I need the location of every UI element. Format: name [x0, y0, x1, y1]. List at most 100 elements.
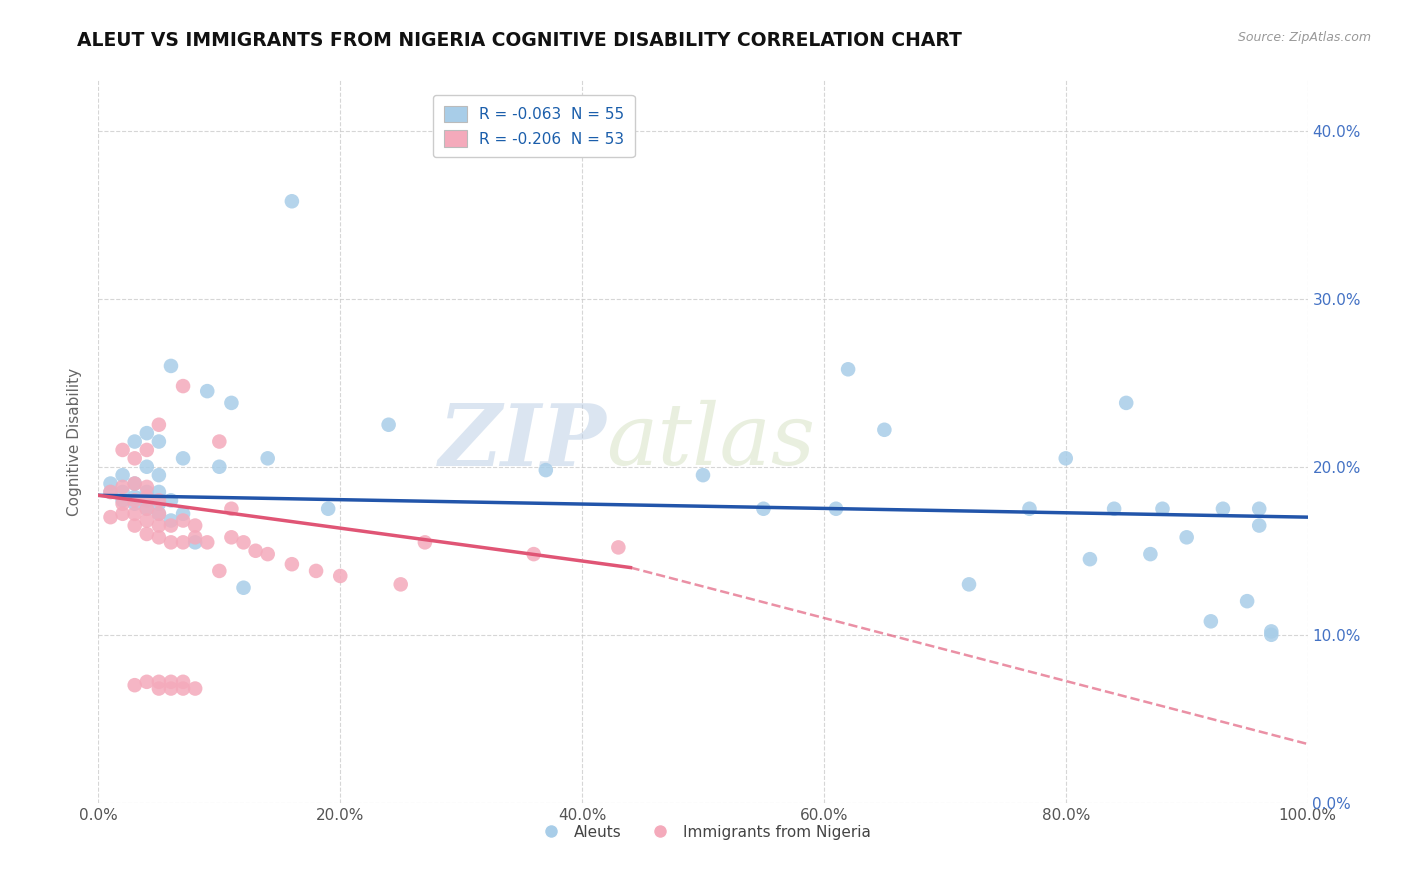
Point — [111, 497, 134, 511]
Point — [221, 530, 243, 544]
Point — [172, 514, 194, 528]
Point — [1249, 501, 1271, 516]
Point — [124, 476, 146, 491]
Point — [160, 493, 183, 508]
Point — [1260, 624, 1282, 639]
Point — [124, 518, 146, 533]
Point — [1018, 501, 1040, 516]
Point — [1139, 547, 1161, 561]
Point — [752, 501, 775, 516]
Point — [184, 530, 207, 544]
Point — [135, 674, 157, 689]
Point — [135, 485, 157, 500]
Point — [111, 480, 134, 494]
Point — [281, 194, 304, 209]
Point — [208, 434, 231, 449]
Point — [135, 501, 157, 516]
Point — [135, 459, 157, 474]
Point — [124, 434, 146, 449]
Point — [172, 379, 194, 393]
Point — [111, 442, 134, 457]
Point — [148, 681, 170, 696]
Point — [607, 541, 630, 555]
Point — [873, 423, 896, 437]
Point — [124, 490, 146, 504]
Point — [148, 493, 170, 508]
Point — [100, 510, 122, 524]
Point — [160, 359, 183, 373]
Point — [523, 547, 546, 561]
Point — [1102, 501, 1125, 516]
Point — [329, 569, 352, 583]
Point — [160, 535, 183, 549]
Point — [184, 681, 207, 696]
Text: atlas: atlas — [606, 401, 815, 483]
Point — [135, 527, 157, 541]
Point — [172, 681, 194, 696]
Point — [172, 674, 194, 689]
Point — [534, 463, 557, 477]
Point — [1212, 501, 1234, 516]
Point — [124, 497, 146, 511]
Point — [172, 451, 194, 466]
Point — [148, 417, 170, 432]
Point — [1175, 530, 1198, 544]
Point — [111, 485, 134, 500]
Point — [316, 501, 339, 516]
Point — [100, 485, 122, 500]
Point — [148, 468, 170, 483]
Legend: Aleuts, Immigrants from Nigeria: Aleuts, Immigrants from Nigeria — [530, 819, 876, 846]
Point — [232, 535, 254, 549]
Point — [135, 493, 157, 508]
Point — [172, 507, 194, 521]
Point — [1152, 501, 1174, 516]
Point — [245, 543, 267, 558]
Point — [195, 384, 218, 398]
Point — [1199, 615, 1222, 629]
Point — [111, 468, 134, 483]
Point — [160, 518, 183, 533]
Point — [692, 468, 714, 483]
Point — [148, 518, 170, 533]
Point — [160, 681, 183, 696]
Point — [837, 362, 859, 376]
Point — [148, 530, 170, 544]
Point — [148, 434, 170, 449]
Point — [208, 459, 231, 474]
Point — [135, 501, 157, 516]
Point — [195, 535, 218, 549]
Point — [160, 514, 183, 528]
Point — [281, 558, 304, 572]
Point — [148, 507, 170, 521]
Text: Source: ZipAtlas.com: Source: ZipAtlas.com — [1237, 31, 1371, 45]
Point — [100, 476, 122, 491]
Point — [135, 490, 157, 504]
Point — [100, 485, 122, 500]
Point — [184, 535, 207, 549]
Point — [256, 451, 278, 466]
Point — [148, 507, 170, 521]
Point — [124, 451, 146, 466]
Point — [135, 426, 157, 441]
Point — [413, 535, 436, 549]
Text: ALEUT VS IMMIGRANTS FROM NIGERIA COGNITIVE DISABILITY CORRELATION CHART: ALEUT VS IMMIGRANTS FROM NIGERIA COGNITI… — [77, 31, 962, 50]
Point — [221, 396, 243, 410]
Point — [1236, 594, 1258, 608]
Point — [135, 514, 157, 528]
Point — [124, 507, 146, 521]
Point — [208, 564, 231, 578]
Text: ZIP: ZIP — [439, 400, 606, 483]
Point — [256, 547, 278, 561]
Point — [172, 535, 194, 549]
Point — [111, 493, 134, 508]
Point — [825, 501, 848, 516]
Point — [124, 476, 146, 491]
Point — [1260, 628, 1282, 642]
Point — [305, 564, 328, 578]
Point — [148, 674, 170, 689]
Point — [124, 493, 146, 508]
Point — [135, 480, 157, 494]
Point — [1115, 396, 1137, 410]
Point — [1054, 451, 1077, 466]
Point — [221, 501, 243, 516]
